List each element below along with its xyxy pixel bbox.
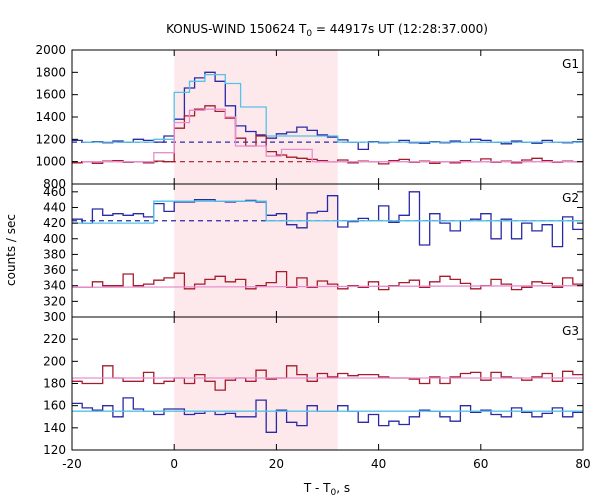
axes-layer: 800100012001400160018002000G130032034036… xyxy=(35,43,590,471)
y-tick-label: 380 xyxy=(43,247,66,261)
x-tick-label: 60 xyxy=(473,457,488,471)
y-tick-label: 140 xyxy=(43,421,66,435)
y-tick-label: 1200 xyxy=(35,132,66,146)
text-layer: KONUS-WIND 150624 T0 = 44917s UT (12:28:… xyxy=(4,22,488,498)
panel-label: G2 xyxy=(562,191,579,205)
y-tick-label: 360 xyxy=(43,263,66,277)
y-tick-label: 800 xyxy=(43,177,66,191)
y-tick-label: 120 xyxy=(43,443,66,457)
y-tick-label: 340 xyxy=(43,279,66,293)
series-line xyxy=(72,200,583,224)
data-layer xyxy=(72,71,583,433)
x-axis-label: T - T0, s xyxy=(303,481,350,498)
y-tick-label: 440 xyxy=(43,200,66,214)
y-tick-label: 160 xyxy=(43,399,66,413)
x-tick-label: 20 xyxy=(269,457,284,471)
y-tick-label: 200 xyxy=(43,354,66,368)
y-tick-label: 220 xyxy=(43,332,66,346)
chart-title: KONUS-WIND 150624 T0 = 44917s UT (12:28:… xyxy=(166,22,488,39)
y-tick-label: 2000 xyxy=(35,43,66,57)
y-tick-label: 1600 xyxy=(35,88,66,102)
series-line xyxy=(72,365,583,391)
panel-G1-series xyxy=(72,71,583,165)
y-tick-label: 1000 xyxy=(35,155,66,169)
x-tick-label: 0 xyxy=(170,457,178,471)
y-tick-label: 180 xyxy=(43,377,66,391)
y-tick-label: 400 xyxy=(43,232,66,246)
highlight-interval xyxy=(174,50,338,450)
series-line xyxy=(82,108,583,163)
panel-label: G3 xyxy=(562,324,579,338)
y-tick-label: 320 xyxy=(43,294,66,308)
y-tick-label: 1800 xyxy=(35,65,66,79)
x-tick-label: 80 xyxy=(575,457,590,471)
panel-G2-series xyxy=(72,191,583,291)
x-tick-label: -20 xyxy=(62,457,82,471)
y-axis-label: counts / sec xyxy=(4,214,18,286)
series-line xyxy=(72,191,583,248)
y-tick-label: 420 xyxy=(43,216,66,230)
y-tick-label: 300 xyxy=(43,310,66,324)
x-tick-label: 40 xyxy=(371,457,386,471)
series-line xyxy=(72,270,583,291)
y-tick-label: 1400 xyxy=(35,110,66,124)
y-tick-label: 460 xyxy=(43,185,66,199)
highlight-region-layer xyxy=(174,50,338,450)
panel-G3-series xyxy=(72,365,583,433)
series-line xyxy=(82,73,583,143)
series-line xyxy=(72,285,583,288)
panel-label: G1 xyxy=(562,57,579,71)
